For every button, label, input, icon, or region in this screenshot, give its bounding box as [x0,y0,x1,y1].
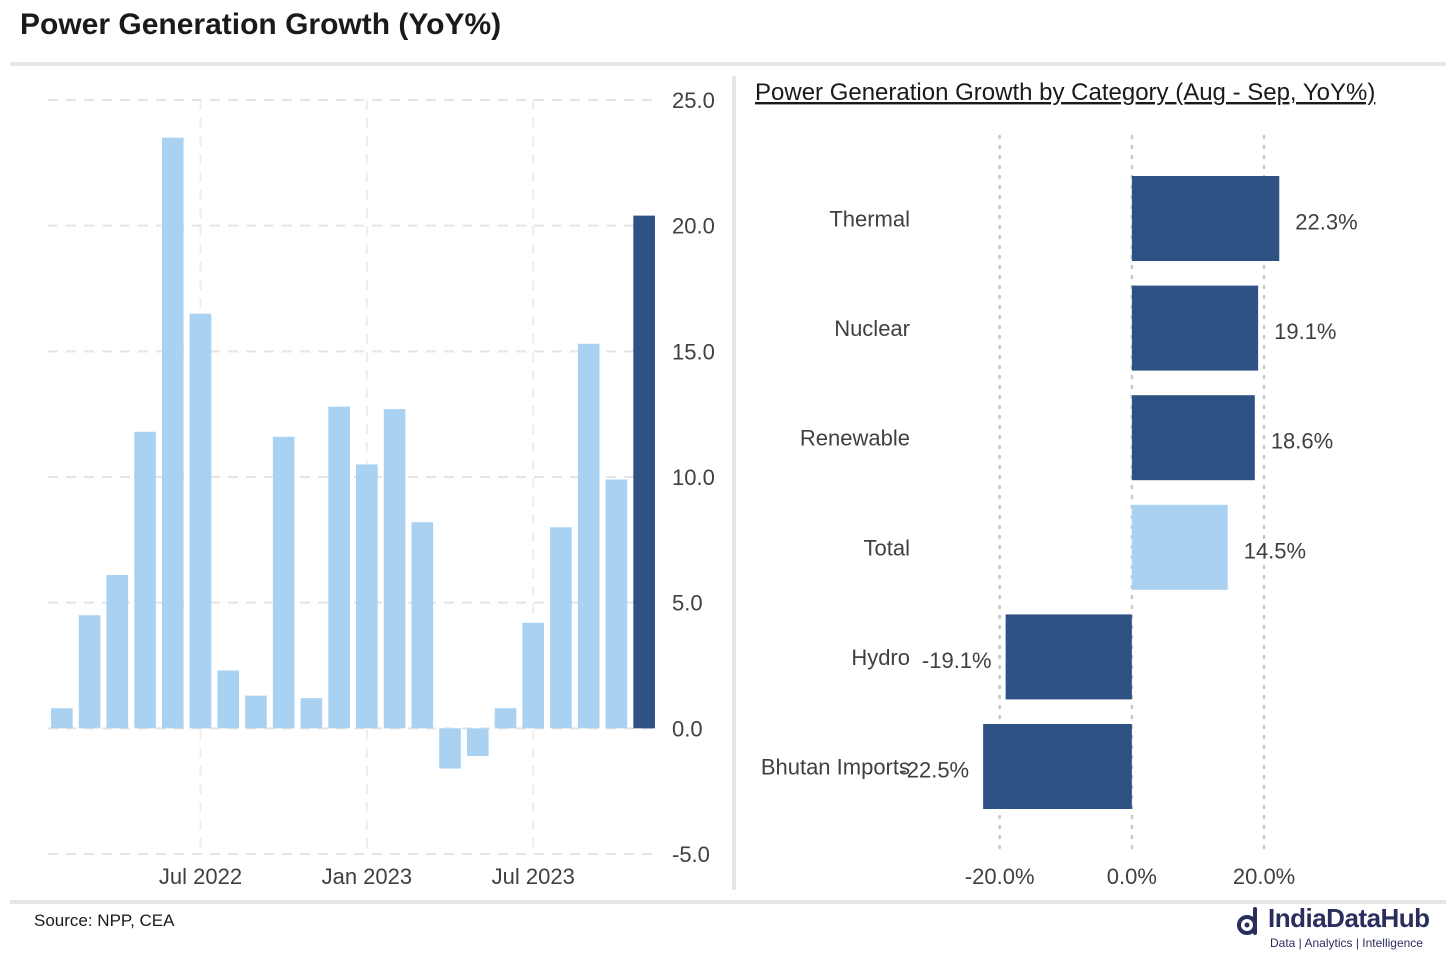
bar [439,728,461,769]
brand-tagline: Data | Analytics | Intelligence [1270,936,1423,950]
x-tick-label: Jul 2023 [492,864,575,889]
data-label: 22.3% [1295,210,1357,235]
category-label: Bhutan Imports [761,755,910,780]
bar [1131,395,1255,481]
bar [1131,504,1228,590]
y-tick-label: 20.0 [672,214,715,239]
bar [272,436,295,729]
data-label: 14.5% [1244,538,1306,563]
brand-name: IndiaDataHub [1268,903,1430,933]
chart-title: Power Generation Growth by Category (Aug… [755,79,1375,106]
bottom-rule [10,900,1446,904]
bar [78,615,101,729]
bar [245,695,267,729]
bar [466,728,489,756]
bar [983,724,1132,809]
data-label: -22.5% [899,758,969,783]
bar [189,313,212,729]
bar [51,708,73,729]
bar [217,670,240,729]
source-note: Source: NPP, CEA [34,911,175,930]
bar [605,479,628,729]
data-label: 19.1% [1274,319,1336,344]
x-tick-label: Jan 2023 [322,864,413,889]
bar [633,215,655,729]
y-tick-label: 0.0 [672,716,703,741]
x-tick-label: 0.0% [1107,864,1157,889]
category-label: Hydro [851,645,910,670]
brand-logo: IndiaDataHub Data | Analytics | Intellig… [1236,903,1446,961]
category-label: Thermal [829,207,910,232]
y-tick-label: 5.0 [672,591,703,616]
bar [1131,285,1259,371]
y-tick-label: 10.0 [672,465,715,490]
category-label: Nuclear [834,316,910,341]
y-tick-label: 15.0 [672,339,715,364]
brand-icon [1237,907,1257,935]
bar [1131,176,1280,261]
bar [411,522,434,729]
bar [1005,614,1132,700]
bar [494,708,517,729]
y-tick-label: 25.0 [672,88,715,113]
bar [134,431,156,729]
data-label: 18.6% [1271,429,1333,454]
y-tick-label: -5.0 [672,842,710,867]
x-tick-label: -20.0% [965,864,1035,889]
monthly-growth-chart: -5.0 0.0 5.0 10.0 15.0 20.0 25.0 Jul 2022 Jan 20… [48,88,715,889]
category-label: Renewable [800,426,910,451]
bar [550,527,572,729]
bar [356,464,378,729]
category-label: Total [864,535,910,560]
x-tick-label: 20.0% [1233,864,1295,889]
bar [328,406,350,729]
data-label: -19.1% [922,648,992,673]
bar [106,575,129,729]
bar [161,137,184,729]
top-rule [10,62,1446,66]
chart-divider [732,76,736,890]
x-tick-label: Jul 2022 [159,864,242,889]
bar [300,698,323,729]
category-growth-chart: Power Generation Growth by Category (Aug… [755,79,1375,889]
page-title: Power Generation Growth (YoY%) [20,8,502,41]
bar [522,622,545,729]
bar [383,409,406,729]
bar [577,343,600,729]
